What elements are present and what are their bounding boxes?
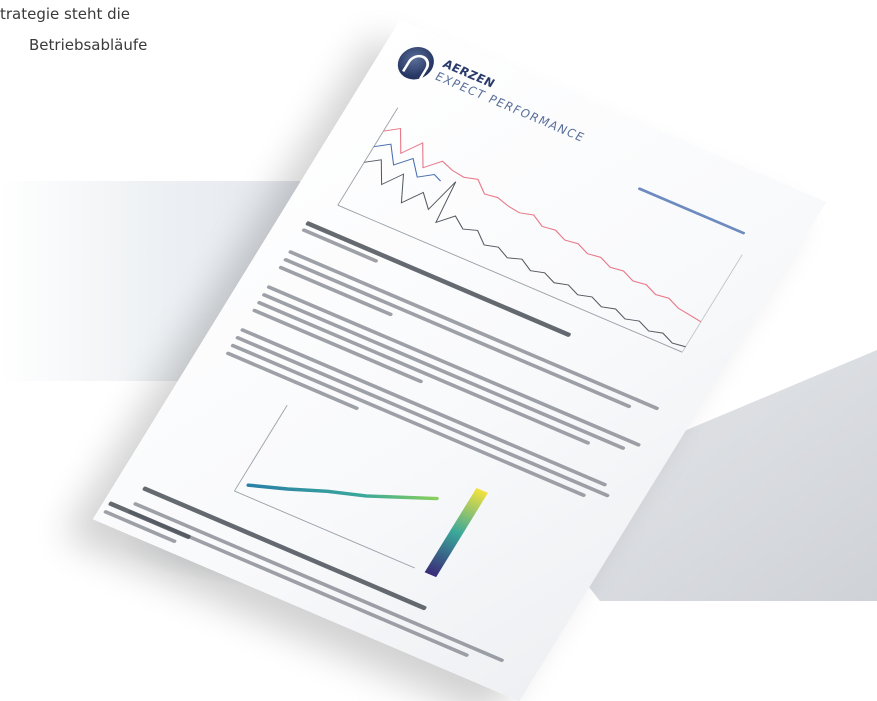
chart-axis-right bbox=[681, 254, 743, 353]
scatter-point-band bbox=[246, 483, 439, 501]
chart-pink-line bbox=[383, 127, 702, 323]
scatter-axis-left bbox=[233, 405, 288, 492]
scatter-axis-bottom bbox=[234, 490, 416, 569]
colorbar bbox=[424, 487, 488, 578]
chart-axis-bottom bbox=[337, 204, 683, 353]
chart-axis-left bbox=[337, 107, 399, 206]
chart-blue-line bbox=[373, 143, 442, 182]
report-sheet-content: AERZEN EXPECT PERFORMANCE bbox=[93, 20, 827, 701]
line-chart-illustration bbox=[337, 107, 743, 353]
intro-text-line-1: trategie steht die bbox=[0, 5, 131, 23]
intro-text-line-2: Betriebsabläufe bbox=[29, 36, 148, 54]
chart-grey-line bbox=[364, 159, 686, 348]
report-sheet: AERZEN EXPECT PERFORMANCE bbox=[92, 20, 827, 701]
scatter-chart-illustration bbox=[233, 405, 488, 578]
scene: trategie steht die Betriebsabläufe AERZE… bbox=[0, 0, 877, 601]
